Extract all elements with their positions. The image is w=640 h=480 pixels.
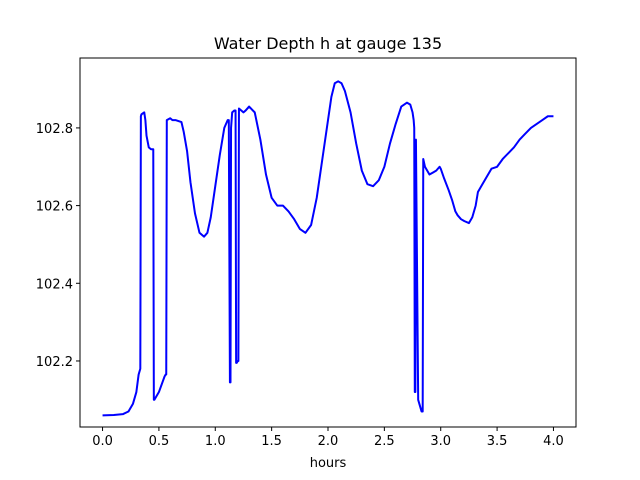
y-tick-label: 102.6 [36, 200, 73, 215]
x-tick-label: 3.0 [430, 434, 451, 449]
x-axis-label: hours [310, 456, 347, 471]
x-tick-label: 0.0 [92, 434, 113, 449]
x-tick-label: 0.5 [149, 434, 170, 449]
x-tick-label: 4.0 [543, 434, 564, 449]
y-tick-label: 102.2 [36, 355, 73, 370]
chart-title: Water Depth h at gauge 135 [214, 34, 442, 53]
x-tick-label: 1.0 [205, 434, 226, 449]
x-tick-label: 3.5 [487, 434, 508, 449]
series-line-0 [102, 80, 554, 417]
x-tick-label: 1.5 [261, 434, 282, 449]
x-tick-label: 2.5 [374, 434, 395, 449]
axis-ticks: 0.0 0.5 1.0 1.5 2.0 2.5 3.0 3.5 4.0 102.2 102.4 102… [36, 122, 564, 449]
x-tick-label: 2.0 [318, 434, 339, 449]
y-tick-label: 102.8 [36, 122, 73, 137]
y-tick-label: 102.4 [36, 277, 73, 292]
